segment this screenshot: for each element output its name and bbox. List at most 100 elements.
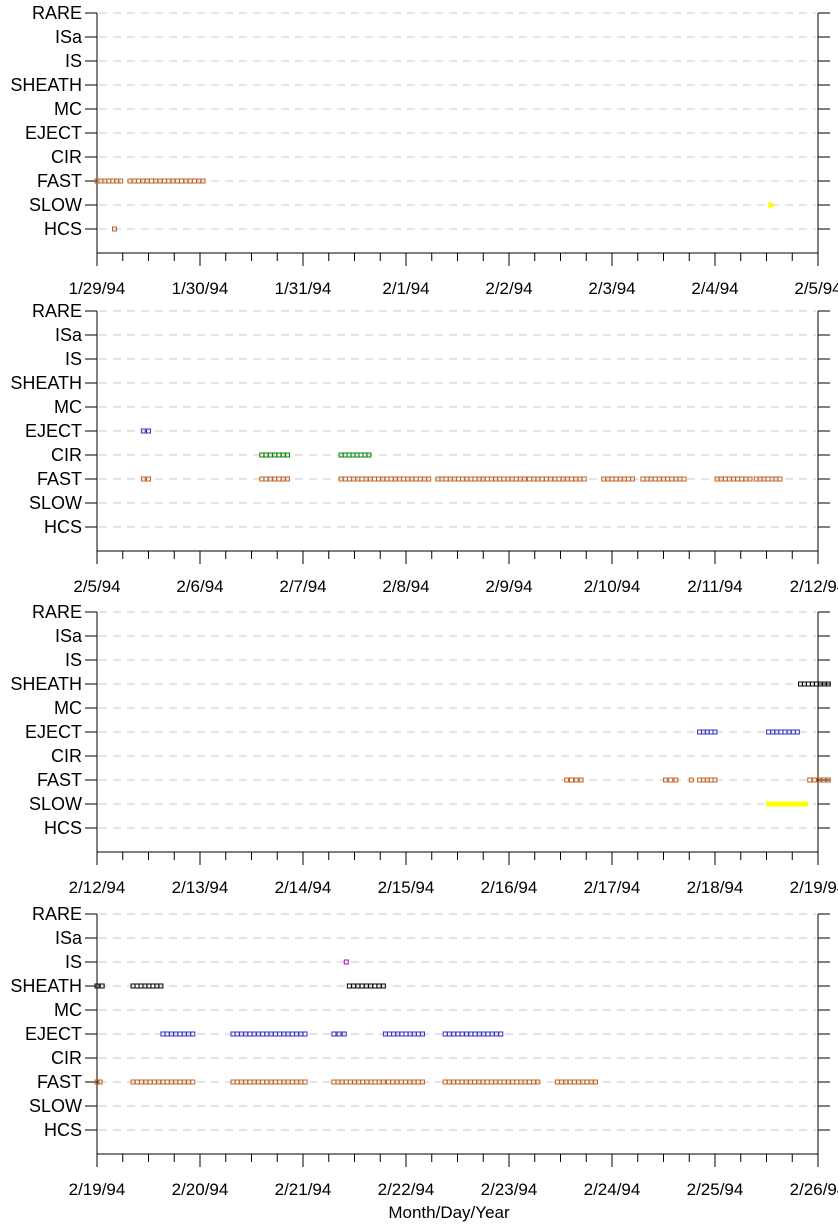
data-point xyxy=(584,1079,590,1085)
y-tick-label: CIR xyxy=(51,746,82,766)
data-point xyxy=(94,1079,100,1085)
y-tick-label: SLOW xyxy=(29,493,82,513)
series-eject-segment xyxy=(160,1031,196,1037)
panel-4: RARE ISa IS SHEATH MC EJECT CIR FAST SLOW HCS 2/19… xyxy=(10,904,838,1199)
data-point xyxy=(821,777,827,783)
y-tick-label: EJECT xyxy=(25,421,82,441)
data-point xyxy=(191,178,197,184)
data-point xyxy=(521,476,527,482)
data-point xyxy=(581,476,587,482)
x-tick-label: 2/4/94 xyxy=(691,279,738,298)
data-point xyxy=(150,983,156,989)
data-point xyxy=(526,1079,532,1085)
series-fast-segment xyxy=(338,476,432,482)
series-fast-segment xyxy=(230,1079,308,1085)
panel-2: RARE ISa IS SHEATH MC EJECT CIR FAST SLOW HCS 2/5/… xyxy=(10,301,838,596)
data-point xyxy=(358,452,364,458)
series-sheath-segment xyxy=(130,983,164,989)
data-point xyxy=(99,983,105,989)
data-point xyxy=(712,729,718,735)
data-point xyxy=(289,1079,295,1085)
data-point xyxy=(234,1031,240,1037)
data-point xyxy=(498,1031,504,1037)
data-point xyxy=(276,476,282,482)
x-tick-label: 1/31/94 xyxy=(275,279,332,298)
series-fast-segment xyxy=(130,1079,196,1085)
y-tick-label: CIR xyxy=(51,1048,82,1068)
data-point xyxy=(688,777,694,783)
panel-3: RARE ISa IS SHEATH MC EJECT CIR FAST SLOW HCS 2/12… xyxy=(10,602,838,897)
data-point xyxy=(663,777,669,783)
series-sheath-segment xyxy=(346,983,386,989)
data-point xyxy=(825,777,831,783)
data-point xyxy=(765,476,771,482)
data-point xyxy=(387,1031,393,1037)
y-tick-label: FAST xyxy=(37,1072,82,1092)
x-axis-title: Month/Day/Year xyxy=(388,1203,510,1222)
y-tick-label: IS xyxy=(65,650,82,670)
data-bar xyxy=(766,801,809,807)
x-tick-label: 2/23/94 xyxy=(481,1180,538,1199)
x-tick-label: 2/13/94 xyxy=(172,878,229,897)
data-point xyxy=(94,983,100,989)
data-point xyxy=(554,1079,560,1085)
series-eject-segment xyxy=(766,729,800,735)
data-point xyxy=(673,777,679,783)
series-cir-segment xyxy=(338,452,372,458)
data-point xyxy=(372,1079,378,1085)
x-tick-label: 2/18/94 xyxy=(687,878,744,897)
x-tick-label: 2/10/94 xyxy=(584,577,641,596)
series-eject-segment xyxy=(382,1031,425,1037)
x-tick-label: 2/9/94 xyxy=(485,577,532,596)
data-point xyxy=(513,476,519,482)
series-is-segment xyxy=(343,959,349,965)
series-fast-segment xyxy=(554,1079,599,1085)
y-tick-label: SLOW xyxy=(29,1096,82,1116)
data-point xyxy=(179,178,185,184)
y-tick-label: HCS xyxy=(44,517,82,537)
data-point xyxy=(568,777,574,783)
x-tick-label: 2/22/94 xyxy=(378,1180,435,1199)
x-tick-label: 2/5/94 xyxy=(73,577,120,596)
data-point xyxy=(359,983,365,989)
data-point xyxy=(260,1031,266,1037)
y-tick-label: RARE xyxy=(32,904,82,924)
x-tick-label: 2/17/94 xyxy=(584,878,641,897)
data-point xyxy=(472,1079,478,1085)
series-hcs-segment xyxy=(112,226,118,232)
data-point xyxy=(578,777,584,783)
data-point xyxy=(360,1079,366,1085)
data-point xyxy=(485,1031,491,1037)
y-tick-label: ISa xyxy=(55,626,83,646)
data-point xyxy=(564,777,570,783)
data-point xyxy=(385,1079,391,1085)
x-tick-label: 2/8/94 xyxy=(382,577,429,596)
x-tick-label: 2/19/94 xyxy=(69,1180,126,1199)
data-point xyxy=(190,1031,196,1037)
series-fast-segment xyxy=(385,1079,425,1085)
series-sheath-segment xyxy=(797,681,831,687)
series-fast-segment xyxy=(259,476,291,482)
data-point xyxy=(712,777,718,783)
x-tick-label: 2/2/94 xyxy=(485,279,532,298)
y-tick-label: SHEATH xyxy=(10,373,82,393)
data-point xyxy=(359,476,365,482)
data-point xyxy=(380,1079,386,1085)
series-fast-segment xyxy=(753,476,783,482)
y-tick-label: ISa xyxy=(55,27,83,47)
data-point xyxy=(366,452,372,458)
data-point xyxy=(630,476,636,482)
y-tick-label: FAST xyxy=(37,770,82,790)
data-point xyxy=(164,1079,170,1085)
data-point xyxy=(372,983,378,989)
data-point xyxy=(527,476,533,482)
data-point xyxy=(302,1079,308,1085)
y-tick-label: MC xyxy=(54,1000,82,1020)
data-point xyxy=(573,777,579,783)
series-fast-segment xyxy=(435,476,527,482)
x-tick-label: 2/5/94 xyxy=(794,279,838,298)
data-point xyxy=(118,178,124,184)
data-point xyxy=(805,681,811,687)
data-point xyxy=(380,983,386,989)
